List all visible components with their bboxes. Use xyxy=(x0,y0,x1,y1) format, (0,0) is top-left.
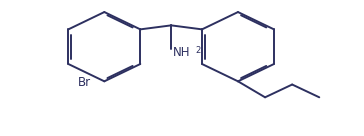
Text: Br: Br xyxy=(78,76,91,89)
Text: 2: 2 xyxy=(195,46,201,55)
Text: NH: NH xyxy=(173,46,190,59)
